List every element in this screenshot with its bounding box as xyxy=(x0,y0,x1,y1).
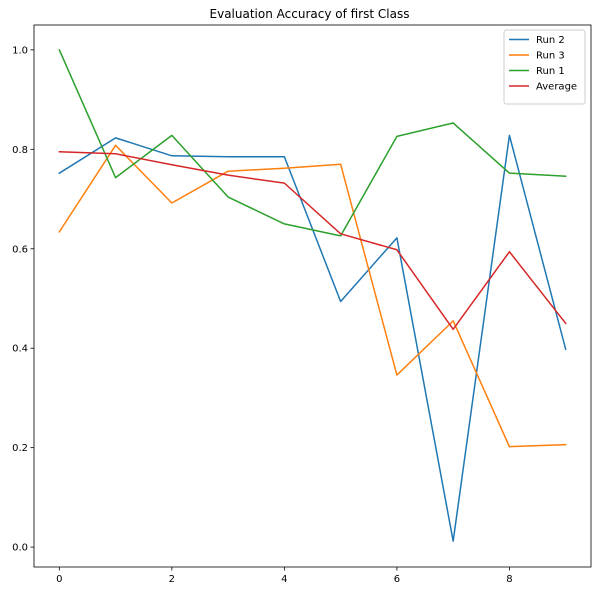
x-tick-label: 2 xyxy=(169,574,175,585)
series-line-run-1 xyxy=(58,48,567,237)
y-tick-label: 1.0 xyxy=(12,45,28,56)
x-tick-label: 4 xyxy=(281,574,287,585)
legend: Run 2 Run 3 Run 1 Average xyxy=(503,29,586,105)
x-tick-label: 6 xyxy=(394,574,400,585)
legend-label: Run 1 xyxy=(536,66,565,77)
axes: 0 2 4 6 8 0.0 0.2 0.4 0.6 0.8 1.0 xyxy=(12,24,592,585)
x-tick-label: 0 xyxy=(56,574,62,585)
y-tick-label: 0.2 xyxy=(12,443,28,454)
y-tick-label: 0.4 xyxy=(12,344,28,355)
y-tick-label: 0.0 xyxy=(12,543,28,554)
legend-label: Average xyxy=(536,82,577,93)
chart-title: Evaluation Accuracy of first Class xyxy=(210,7,410,21)
axes-frame xyxy=(33,24,592,568)
legend-label: Run 3 xyxy=(536,51,565,62)
x-tick-label: 8 xyxy=(506,574,512,585)
series-line-average xyxy=(58,151,567,331)
legend-label: Run 2 xyxy=(536,35,565,46)
y-tick-label: 0.8 xyxy=(12,145,28,156)
plot-area xyxy=(58,48,567,542)
y-tick-label: 0.6 xyxy=(12,244,28,255)
series-line-run-3 xyxy=(58,144,567,448)
